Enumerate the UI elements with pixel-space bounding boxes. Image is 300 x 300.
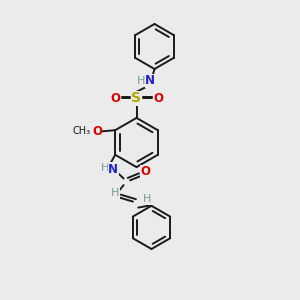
Text: S: S xyxy=(131,92,142,105)
Text: CH₃: CH₃ xyxy=(73,126,91,136)
Text: N: N xyxy=(108,163,118,176)
Text: O: O xyxy=(110,92,120,105)
Text: H: H xyxy=(137,76,146,86)
Text: N: N xyxy=(145,74,155,88)
Text: H: H xyxy=(101,163,110,173)
Text: O: O xyxy=(140,165,151,178)
Text: H: H xyxy=(143,194,151,205)
Text: O: O xyxy=(153,92,163,105)
Text: H: H xyxy=(111,188,119,199)
Text: O: O xyxy=(92,125,102,138)
